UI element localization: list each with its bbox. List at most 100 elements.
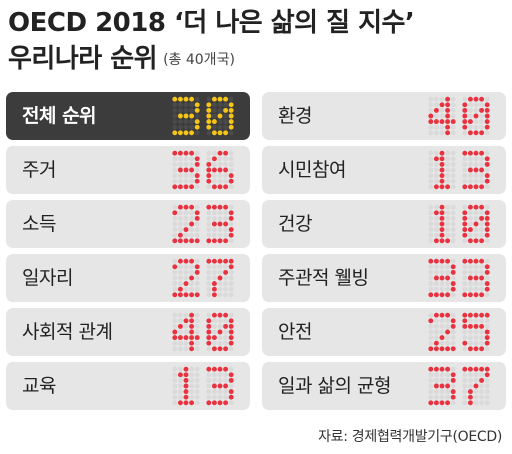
dot	[189, 178, 195, 184]
dot	[223, 346, 229, 352]
dot	[206, 281, 212, 287]
dot	[428, 383, 434, 389]
dot	[450, 232, 456, 238]
dot	[450, 372, 456, 378]
table-row: 주거 36	[6, 146, 250, 194]
dot	[189, 184, 195, 190]
dot	[439, 286, 445, 292]
dot	[228, 383, 234, 389]
dot	[228, 346, 234, 352]
dot	[172, 372, 178, 378]
dot	[484, 221, 490, 227]
dot	[177, 204, 183, 210]
dot	[211, 394, 217, 400]
dot	[473, 275, 479, 281]
category-label: 건강	[278, 213, 312, 235]
dot	[183, 107, 189, 113]
dot	[479, 184, 485, 190]
dot	[228, 184, 234, 190]
dot	[194, 383, 200, 389]
dot	[433, 96, 439, 102]
dot	[450, 329, 456, 335]
dot	[177, 281, 183, 287]
dot	[467, 329, 473, 335]
dot	[206, 340, 212, 346]
dot	[445, 232, 451, 238]
dot	[439, 232, 445, 238]
dot	[450, 366, 456, 372]
dot	[462, 389, 468, 395]
rank-value: 10	[428, 204, 490, 244]
dot	[172, 102, 178, 108]
table-row: 사회적 관계 40	[6, 308, 250, 356]
dot	[211, 221, 217, 227]
dot	[183, 204, 189, 210]
dot	[428, 161, 434, 167]
dot	[177, 178, 183, 184]
dot	[194, 96, 200, 102]
dot	[439, 258, 445, 264]
dot	[450, 340, 456, 346]
dot	[206, 119, 212, 125]
dot	[189, 258, 195, 264]
dot	[467, 377, 473, 383]
dot	[194, 210, 200, 216]
dot	[462, 329, 468, 335]
dot	[462, 292, 468, 298]
dot	[433, 173, 439, 179]
dot	[473, 258, 479, 264]
dot	[450, 335, 456, 341]
dot	[183, 389, 189, 395]
dot	[223, 156, 229, 162]
dot	[467, 312, 473, 318]
dot	[206, 161, 212, 167]
dot	[183, 102, 189, 108]
dot	[473, 377, 479, 383]
dot	[467, 204, 473, 210]
dot	[479, 124, 485, 130]
dot	[450, 286, 456, 292]
dot	[228, 210, 234, 216]
dot	[206, 167, 212, 173]
dot	[467, 102, 473, 108]
dot	[445, 156, 451, 162]
dot	[223, 312, 229, 318]
dot	[206, 107, 212, 113]
dot	[172, 269, 178, 275]
category-label: 교육	[22, 375, 56, 397]
dot	[228, 258, 234, 264]
dot	[484, 124, 490, 130]
dot	[206, 204, 212, 210]
dot	[473, 210, 479, 216]
dot	[428, 210, 434, 216]
dot	[194, 366, 200, 372]
rank-value: 33	[428, 258, 490, 298]
dot	[211, 281, 217, 287]
dot	[211, 258, 217, 264]
dot	[228, 340, 234, 346]
dot	[484, 178, 490, 184]
dot	[183, 184, 189, 190]
dot	[439, 275, 445, 281]
dot	[172, 346, 178, 352]
dot	[177, 232, 183, 238]
dot	[194, 215, 200, 221]
dot	[445, 204, 451, 210]
dot	[206, 232, 212, 238]
dot	[211, 124, 217, 130]
dot	[450, 215, 456, 221]
dot	[183, 96, 189, 102]
table-row: 주관적 웰빙 33	[262, 254, 506, 302]
rank-value: 37	[428, 366, 490, 406]
dot	[183, 232, 189, 238]
dot	[462, 366, 468, 372]
dot	[467, 124, 473, 130]
dot	[211, 286, 217, 292]
dot	[433, 167, 439, 173]
dot	[450, 323, 456, 329]
dot	[462, 210, 468, 216]
dot	[194, 318, 200, 324]
dot	[473, 161, 479, 167]
dot	[228, 292, 234, 298]
dot	[462, 161, 468, 167]
